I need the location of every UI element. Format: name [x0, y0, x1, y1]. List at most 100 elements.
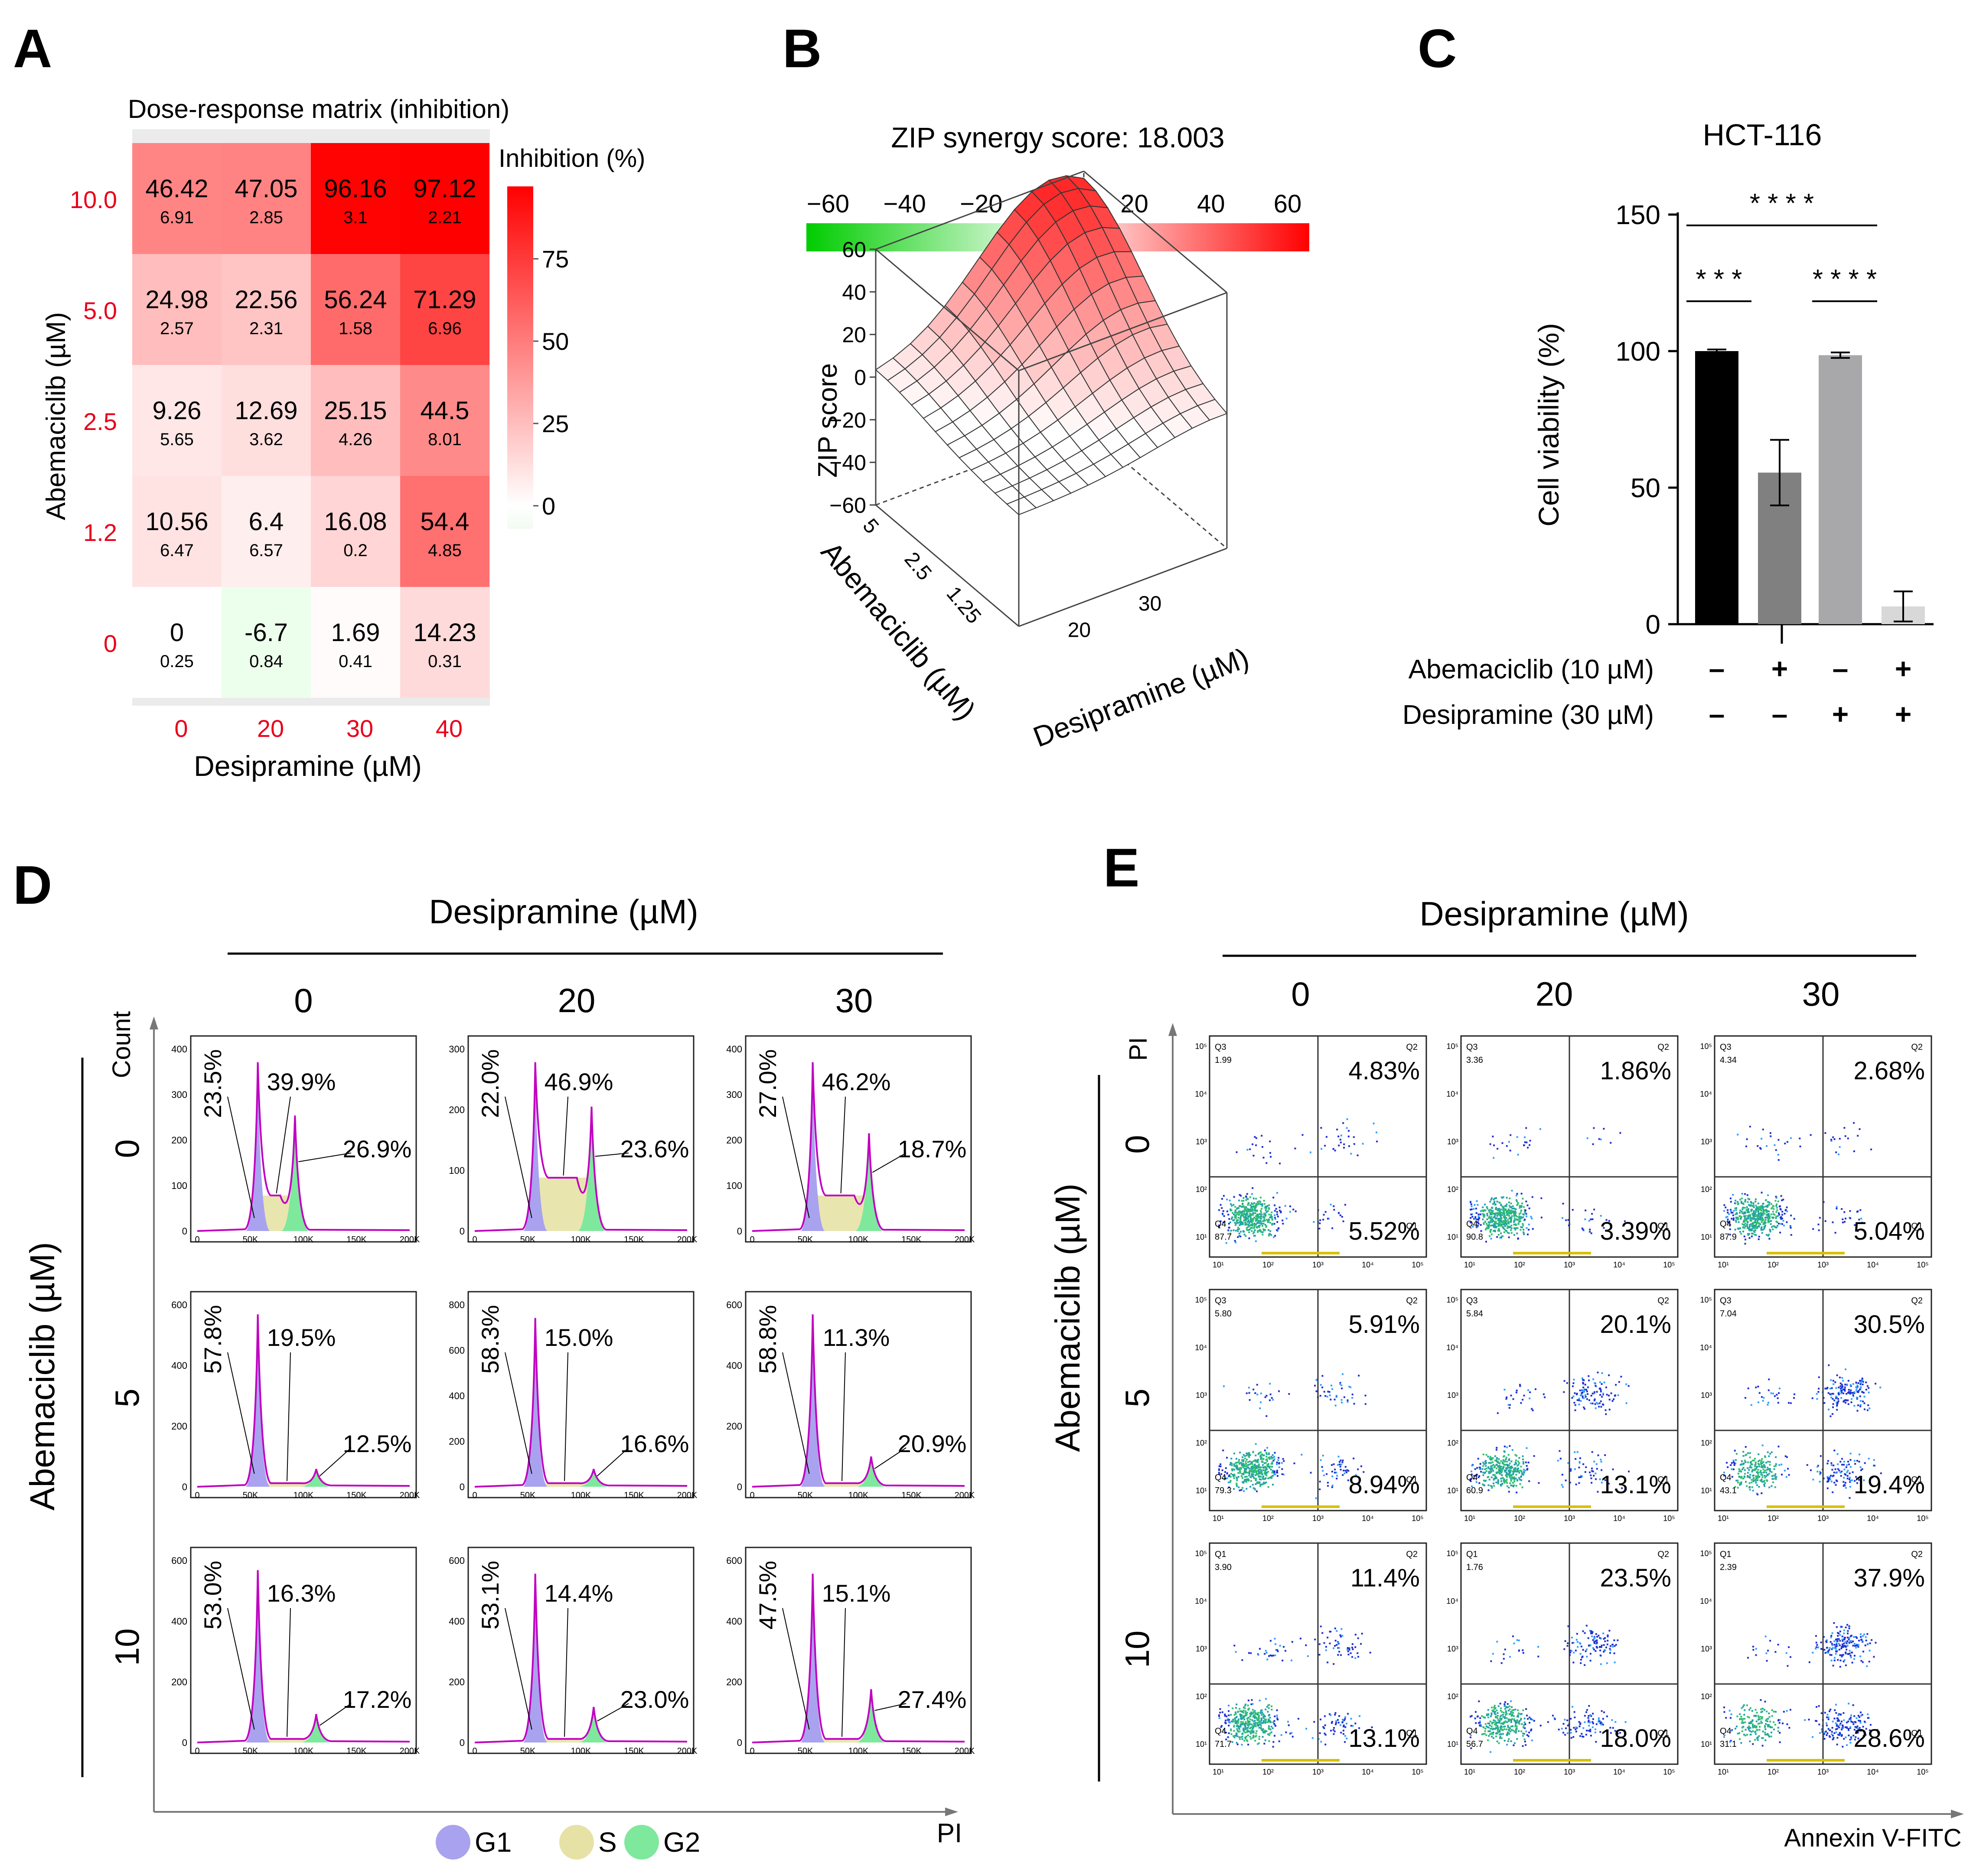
flow-event: [1527, 1718, 1529, 1720]
flow-y-tick: 10⁵: [1195, 1549, 1207, 1558]
flow-event: [1255, 1467, 1257, 1469]
flow-event: [1266, 1453, 1268, 1455]
flow-event: [1344, 1726, 1347, 1728]
flow-event: [1849, 1210, 1851, 1212]
flow-event: [1597, 1371, 1599, 1374]
flow-event: [1588, 1715, 1590, 1717]
flow-event: [1476, 1218, 1478, 1221]
flow-event: [1238, 1728, 1240, 1730]
flow-event: [1769, 1464, 1771, 1466]
flow-event: [1246, 1212, 1248, 1214]
flow-event: [1480, 1471, 1482, 1473]
flow-event: [1239, 1724, 1242, 1726]
flow-event: [1331, 1470, 1333, 1472]
hist-s-label: 39.9%: [267, 1068, 336, 1095]
flow-event: [1760, 1218, 1762, 1221]
flow-event: [1477, 1715, 1479, 1717]
flow-event: [1476, 1467, 1478, 1469]
flow-event: [1503, 1726, 1505, 1728]
flow-event: [1252, 1218, 1254, 1221]
heat-x-tick: 30: [346, 715, 373, 742]
flow-event: [1350, 1386, 1352, 1388]
flow-event: [1346, 1737, 1348, 1739]
flow-event: [1614, 1721, 1617, 1723]
d-row-header: 5: [108, 1388, 146, 1407]
flow-event: [1260, 1392, 1262, 1394]
heat-sd: 0.2: [343, 541, 368, 560]
flow-event: [1818, 1387, 1820, 1390]
flow-event: [1509, 1726, 1511, 1729]
flow-event: [1600, 1391, 1602, 1393]
flow-event: [1258, 1226, 1260, 1228]
flow-event: [1470, 1716, 1471, 1718]
flow-event: [1475, 1481, 1477, 1483]
flow-event: [1833, 1399, 1836, 1401]
flow-event: [1283, 1460, 1285, 1462]
flow-event: [1582, 1736, 1585, 1738]
flow-event: [1246, 1452, 1248, 1454]
flow-event: [1267, 1477, 1269, 1479]
flow-event: [1324, 1211, 1327, 1213]
flow-event: [1326, 1473, 1328, 1475]
flow-event: [1501, 1142, 1503, 1144]
hist-leader: [505, 1352, 532, 1474]
flow-baseline-strip: [1513, 1252, 1591, 1254]
flow-event: [1524, 1136, 1526, 1138]
flow-event: [1248, 1225, 1250, 1227]
bar-title: HCT-116: [1703, 118, 1822, 152]
flow-event: [1347, 1135, 1350, 1137]
flow-event: [1737, 1133, 1739, 1136]
flow-event: [1760, 1148, 1762, 1150]
flow-event: [1520, 1206, 1523, 1208]
flow-event: [1337, 1135, 1340, 1137]
flow-event: [1575, 1393, 1578, 1395]
flow-event: [1265, 1720, 1267, 1722]
flow-event: [1529, 1397, 1531, 1400]
flow-event: [1862, 1383, 1864, 1385]
flow-event: [1584, 1384, 1586, 1386]
flow-event: [1251, 1729, 1253, 1732]
flow-event: [1785, 1652, 1787, 1654]
flow-event: [1233, 1213, 1235, 1215]
flow-event: [1271, 1466, 1273, 1468]
flow-event: [1261, 1729, 1263, 1731]
flow-event: [1761, 1226, 1763, 1228]
flow-event: [1262, 1234, 1264, 1236]
flow-event: [1738, 1475, 1740, 1478]
heat-cell: [222, 365, 311, 476]
flow-event: [1856, 1384, 1859, 1387]
flow-event: [1222, 1210, 1224, 1212]
flow-event: [1237, 1228, 1239, 1231]
flow-event: [1267, 1210, 1269, 1212]
flow-event: [1508, 1472, 1510, 1474]
hist-x-tick: 50K: [243, 1746, 258, 1756]
flow-x-tick: 10⁴: [1613, 1514, 1625, 1523]
flow-event: [1732, 1459, 1735, 1462]
flow-event: [1757, 1145, 1759, 1147]
flow-event: [1237, 1722, 1239, 1724]
flow-event: [1859, 1383, 1862, 1385]
flow-event: [1826, 1487, 1829, 1489]
hist-leader: [841, 1352, 846, 1481]
flow-event: [1510, 1209, 1512, 1212]
flow-event: [1218, 1472, 1220, 1474]
flow-event: [1851, 1479, 1853, 1482]
flow-event: [1513, 1224, 1515, 1226]
flow-event: [1499, 1731, 1501, 1733]
zip-cb-tick: 40: [1197, 190, 1225, 218]
flow-event: [1737, 1487, 1739, 1489]
flow-event: [1279, 1163, 1281, 1165]
flow-event: [1504, 1205, 1506, 1207]
flow-event: [1494, 1197, 1496, 1199]
flow-event: [1254, 1136, 1256, 1138]
flow-event: [1243, 1234, 1246, 1236]
hist-y-tick: 100: [449, 1165, 465, 1176]
flow-event: [1735, 1207, 1738, 1209]
flow-event: [1517, 1467, 1520, 1469]
flow-event: [1845, 1402, 1847, 1404]
flow-event: [1492, 1457, 1494, 1459]
flow-event: [1533, 1720, 1535, 1722]
flow-event: [1762, 1214, 1764, 1216]
flow-event: [1495, 1207, 1497, 1209]
flow-event: [1742, 1227, 1744, 1229]
